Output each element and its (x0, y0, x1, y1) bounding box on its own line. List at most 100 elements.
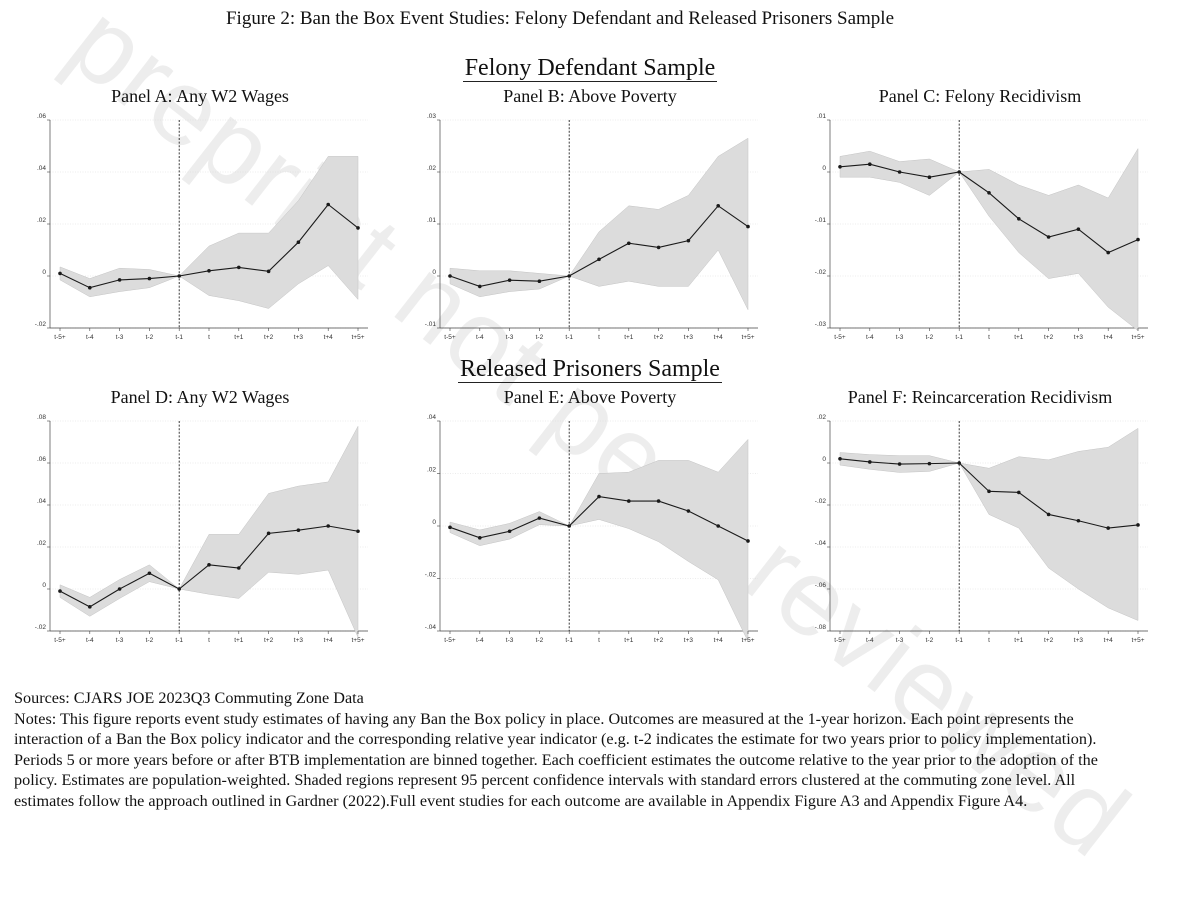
x-tick-label: t+4 (714, 334, 724, 341)
y-tick-label: .03 (427, 113, 436, 120)
panel-f-title: Panel F: Reincarceration Recidivism (847, 387, 1113, 407)
data-point (207, 269, 211, 273)
x-tick-label: t-4 (476, 637, 484, 644)
y-tick-label: .02 (427, 165, 436, 172)
data-point (296, 528, 301, 532)
data-point (1046, 512, 1051, 517)
x-tick-label: t+5+ (351, 637, 364, 644)
y-tick-label: 0 (432, 519, 436, 526)
data-point (716, 204, 720, 208)
x-tick-label: t (598, 637, 600, 644)
data-point (117, 587, 122, 591)
x-tick-label: t-1 (955, 334, 963, 341)
x-tick-label: t-5+ (54, 637, 66, 644)
y-tick-label: -.01 (425, 321, 437, 328)
x-tick-label: t+2 (1044, 334, 1054, 341)
y-tick-label: .04 (37, 165, 46, 172)
data-point (716, 524, 720, 528)
x-tick-label: t-4 (476, 334, 484, 341)
x-tick-label: t-2 (146, 637, 154, 644)
data-point (237, 566, 241, 570)
x-tick-label: t+4 (714, 637, 724, 644)
x-tick-label: t+1 (234, 334, 244, 341)
data-point (177, 587, 181, 591)
x-tick-label: t-5+ (54, 334, 66, 341)
y-tick-label: 0 (822, 165, 826, 172)
y-tick-label: .04 (37, 498, 46, 505)
panel-d-chart: -.02 0 .02 .04 .06 .08 t-5+ t-4 t-3 t-2 t-1 t t+1 t+2… (35, 414, 368, 644)
x-tick-label: t-2 (926, 637, 934, 644)
data-point (58, 589, 62, 593)
data-point (356, 529, 360, 534)
y-tick-label: -.02 (35, 321, 47, 328)
y-tick-label: .02 (37, 217, 46, 224)
panel-e-chart: -.04 -.02 0 .02 .04 t-5+ t-4 t-3 t-2 t-1 t t+1 t+2 t+… (425, 414, 758, 644)
x-tick-label: t (208, 334, 210, 341)
panel-d-title: Panel D: Any W2 Wages (110, 387, 290, 407)
y-tick-label: .06 (37, 113, 46, 120)
data-point (987, 489, 991, 494)
data-point (987, 191, 991, 195)
x-tick-label: t-1 (175, 334, 183, 341)
x-tick-label: t (208, 637, 210, 644)
x-tick-label: t+4 (1104, 637, 1114, 644)
data-point (147, 276, 152, 281)
data-point (656, 245, 661, 250)
x-tick-label: t+2 (654, 334, 664, 341)
data-point (507, 529, 512, 534)
x-tick-label: t-4 (866, 637, 874, 644)
x-tick-label: t-3 (506, 334, 514, 341)
panel-b-chart: -.01 0 .01 .02 .03 t-5+ t-4 t-3 t-2 t-1 t t+1 t+2 t+3… (425, 113, 758, 341)
data-point (117, 278, 122, 282)
y-tick-label: -.02 (35, 624, 47, 631)
data-point (567, 274, 571, 278)
data-point (957, 170, 961, 174)
x-tick-label: t+5+ (741, 334, 754, 341)
panel-f-chart: -.08 -.06 -.04 -.02 0 .02 t-5+ t-4 t-3 t-2 t-1 t t+1… (815, 414, 1148, 644)
y-tick-label: -.01 (815, 217, 827, 224)
data-point (58, 271, 62, 276)
y-tick-label: -.08 (815, 624, 827, 631)
x-tick-label: t+1 (1014, 334, 1024, 341)
panel-e-title: Panel E: Above Poverty (503, 387, 677, 407)
data-point (147, 571, 152, 576)
data-point (838, 457, 842, 461)
data-point (296, 240, 301, 244)
x-tick-label: t+4 (324, 334, 334, 341)
x-tick-label: t+3 (684, 334, 694, 341)
data-point (597, 257, 601, 262)
data-point (1046, 235, 1051, 239)
data-point (537, 279, 542, 283)
x-tick-label: t (988, 334, 990, 341)
felony-sample-title: Felony Defendant Sample (0, 55, 1180, 82)
y-tick-label: .02 (37, 540, 46, 547)
x-tick-label: t+3 (1074, 334, 1084, 341)
data-point (266, 531, 271, 536)
x-tick-label: t-3 (116, 334, 124, 341)
x-tick-label: t-3 (896, 637, 904, 644)
y-tick-label: .04 (427, 414, 436, 421)
x-tick-label: t+1 (624, 334, 634, 341)
x-tick-label: t-4 (86, 637, 94, 644)
x-tick-label: t-5+ (834, 334, 846, 341)
confidence-band (449, 438, 749, 642)
y-tick-label: .08 (37, 414, 46, 421)
data-point (326, 524, 331, 528)
data-point (537, 516, 542, 520)
data-point (746, 224, 750, 229)
data-point (927, 461, 932, 466)
y-tick-label: 0 (42, 269, 46, 276)
panel-a-chart: -.02 0 .02 .04 .06 t-5+ t-4 t-3 t-2 t-1 t t+1 t+2 t+3… (35, 113, 368, 341)
x-tick-label: t+3 (684, 637, 694, 644)
y-tick-label: .01 (817, 113, 826, 120)
x-tick-label: t+3 (294, 637, 304, 644)
x-tick-label: t+4 (324, 637, 334, 644)
data-point (686, 509, 691, 513)
y-tick-label: 0 (822, 456, 826, 463)
x-tick-label: t+1 (624, 637, 634, 644)
x-tick-label: t-5+ (444, 637, 456, 644)
x-tick-label: t+2 (654, 637, 664, 644)
x-tick-label: t-1 (955, 637, 963, 644)
figure-title: Figure 2: Ban the Box Event Studies: Fel… (225, 8, 895, 29)
x-tick-label: t-3 (896, 334, 904, 341)
